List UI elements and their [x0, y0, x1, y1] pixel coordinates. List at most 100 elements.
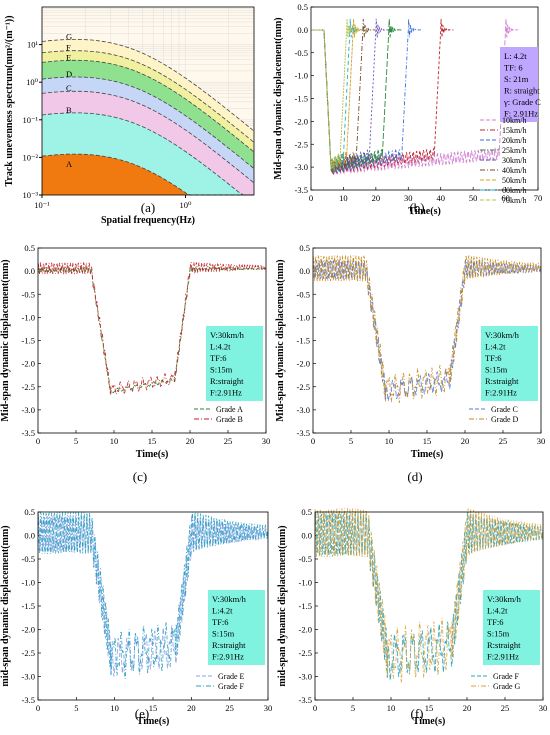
area-A-core: [42, 154, 254, 195]
panel-label: (f): [411, 706, 424, 721]
legend-entry: 60km/h: [502, 186, 526, 195]
legend-entry: 10km/h: [502, 116, 526, 125]
info-line: V:30km/h: [210, 330, 245, 340]
x-tick-label: 30: [404, 193, 413, 203]
info-line: F:2.91Hz: [210, 388, 242, 398]
legend-entry: Grade A: [216, 405, 243, 414]
y-tick-label: -0.5: [295, 48, 308, 58]
info-line: R:straight: [212, 640, 246, 650]
x-tick-label: 5: [349, 436, 353, 446]
y-tick-label: -3.0: [299, 672, 312, 682]
x-axis-label: Time(s): [408, 206, 441, 217]
curve-A: [41, 153, 254, 196]
x-tick-label: 5: [74, 703, 78, 713]
x-tick-label: 10⁰: [180, 200, 193, 210]
y-tick-label: -2.0: [22, 359, 35, 369]
y-tick-label: 0.5: [301, 507, 312, 517]
chart-c: 0 5 10 15 20 25 30 0.5 0.0 -0.5 -1.0 -1.5 -2.0 -2.5 -3…: [0, 243, 270, 484]
info-line: R: straight: [504, 86, 540, 96]
y-tick-label: -2.5: [22, 648, 35, 658]
info-line: S:15m: [485, 365, 508, 375]
y-tick-label: -0.5: [22, 289, 35, 299]
y-axis-label: Mid-span dynamic displacement(mm): [0, 259, 11, 421]
x-tick-label: 10⁻¹: [34, 200, 50, 210]
band-label-C: C: [66, 83, 72, 93]
y-tick-label: 10⁰: [26, 77, 39, 87]
y-tick-label: -0.5: [297, 289, 310, 299]
x-tick-label: 10: [339, 193, 348, 203]
y-tick-label: -2.5: [299, 648, 312, 658]
info-line: S:15m: [212, 629, 235, 639]
curve-C: [41, 90, 255, 184]
x-tick-label: 10: [110, 436, 119, 446]
panel-label: (d): [407, 469, 422, 484]
info-line: V:30km/h: [485, 330, 520, 340]
info-line: TF:6: [212, 617, 229, 627]
y-tick-label: -1.5: [297, 336, 310, 346]
info-box: [500, 47, 538, 122]
info-line: F:2.91Hz: [212, 652, 244, 662]
info-line: TF: 6: [504, 63, 523, 73]
info-line: F: 2.91Hz: [504, 109, 538, 119]
x-axis-label: Time(s): [411, 449, 444, 460]
info-line: S: 21m: [504, 74, 529, 84]
legend-entry: Grade C: [491, 405, 518, 414]
band-label-D: D: [66, 69, 72, 79]
y-tick-label: -3.5: [22, 695, 35, 705]
y-tick-label: -3.5: [295, 185, 308, 195]
info-line: L:4.2t: [210, 342, 231, 352]
band-label-G: G: [66, 31, 72, 41]
y-tick-label: -1.5: [299, 601, 312, 611]
band-label-F: F: [66, 43, 71, 53]
y-tick-label: -2.5: [22, 382, 35, 392]
x-tick-label: 20: [372, 193, 381, 203]
curve-E: [41, 59, 255, 153]
x-tick-label: 25: [225, 703, 234, 713]
chart-f: 0 5 10 15 20 25 30 0.5 0.0 -0.5 -1.0 -1.5 -2.0 -2.5 -3…: [277, 507, 547, 727]
y-tick-label: -3.0: [22, 672, 35, 682]
legend-entry: 30km/h: [502, 156, 526, 165]
x-tick-label: 5: [74, 436, 78, 446]
y-tick-label: 10⁻³: [22, 190, 38, 200]
x-tick-label: 20: [187, 703, 196, 713]
panel-label: (b): [409, 200, 424, 215]
series-line-70km/h: [311, 18, 360, 170]
curve-G: [41, 39, 255, 132]
series-line-Grade B: [37, 261, 266, 396]
y-tick-label: 0.0: [297, 25, 308, 35]
legend-entry: Grade G: [493, 682, 521, 691]
y-tick-label: 0.5: [24, 507, 35, 517]
y-tick-label: 0.0: [24, 266, 35, 276]
info-line: F:2.91Hz: [485, 388, 517, 398]
x-tick-label: 15: [149, 703, 158, 713]
y-tick-label: -3.0: [295, 162, 308, 172]
axes-frame: [314, 511, 544, 701]
info-line: V:30km/h: [487, 594, 522, 604]
y-tick-label: -3.5: [299, 695, 312, 705]
y-tick-label: -3.5: [297, 428, 310, 438]
y-tick-label: 0.0: [301, 531, 312, 541]
legend-entry: 25km/h: [502, 146, 526, 155]
y-tick-label: -1.0: [299, 578, 312, 588]
y-tick-label: -2.5: [295, 139, 308, 149]
info-line: S:15m: [210, 365, 233, 375]
info-line: R:straight: [485, 376, 519, 386]
series-line-Grade F: [37, 511, 268, 679]
y-tick-label: -2.0: [295, 116, 308, 126]
x-tick-label: 60: [501, 193, 510, 203]
y-tick-label: -1.0: [295, 71, 308, 81]
x-tick-label: 10: [385, 436, 394, 446]
x-tick-label: 25: [224, 436, 233, 446]
y-tick-label: -1.0: [22, 578, 35, 588]
x-tick-label: 20: [463, 703, 472, 713]
series-line-Grade E: [37, 515, 268, 677]
y-tick-label: 10⁻²: [22, 152, 38, 162]
x-axis-label: Time(s): [136, 449, 169, 460]
info-line: L:4.2t: [212, 606, 233, 616]
x-tick-label: 40: [436, 193, 445, 203]
y-tick-label: 0.5: [299, 243, 310, 253]
band-label-B: B: [66, 105, 72, 115]
axes-frame: [312, 247, 542, 434]
y-tick-label: -2.0: [299, 625, 312, 635]
legend-entry: 50km/h: [502, 176, 526, 185]
